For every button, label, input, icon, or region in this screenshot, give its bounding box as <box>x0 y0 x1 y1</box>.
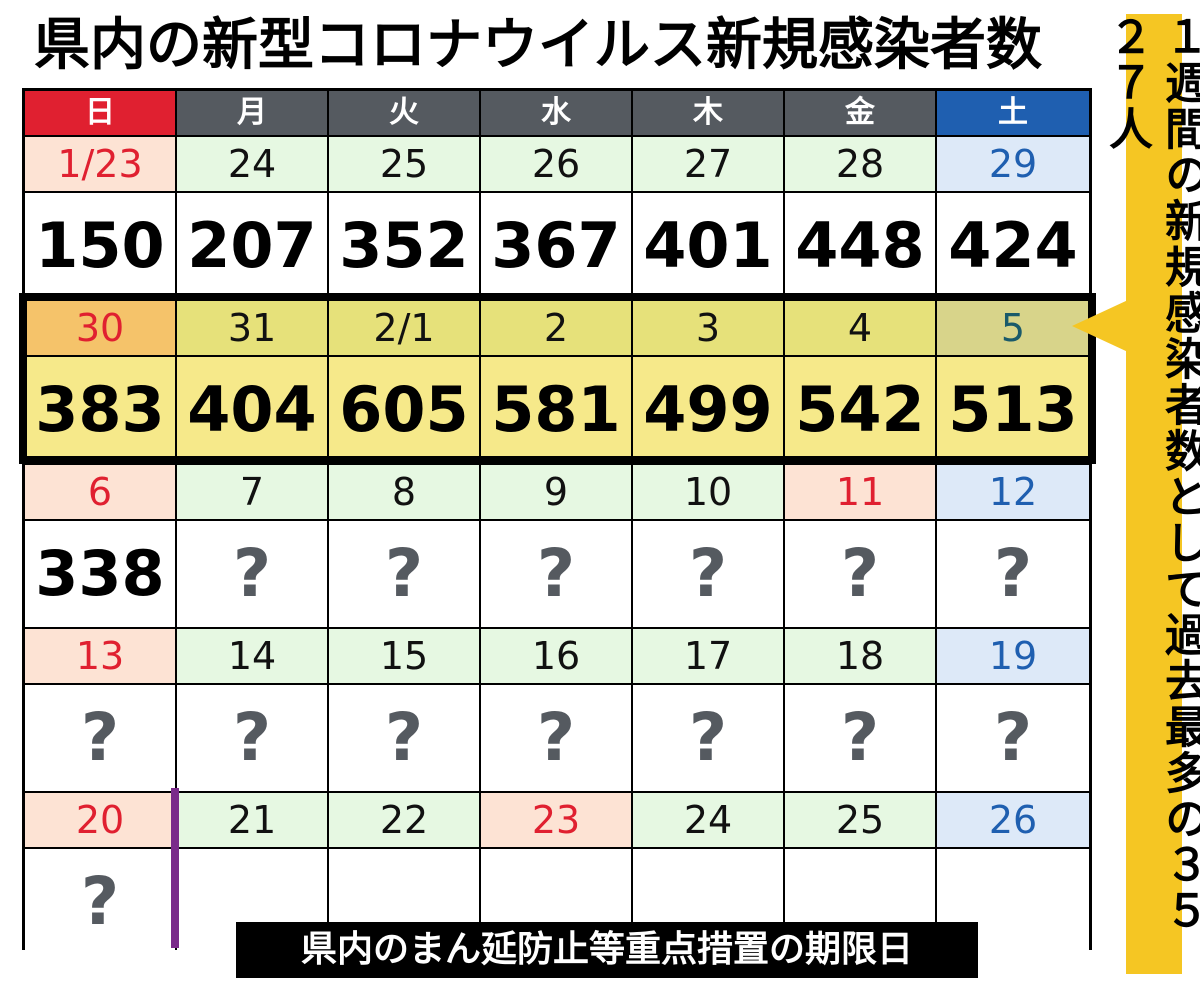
unknown-count: ? <box>785 521 935 627</box>
day-date: 17 <box>633 629 783 683</box>
day-date: 31 <box>177 301 327 355</box>
day-date: 4 <box>785 301 935 355</box>
unknown-count: ? <box>785 685 935 791</box>
weekday-header: 土 <box>937 91 1089 135</box>
unknown-count: ? <box>177 685 327 791</box>
record-week-banner: １週間の新規感染者数として過去最多の３５２７人 <box>1101 14 1200 974</box>
infection-count: 383 <box>25 357 175 463</box>
day-date: 8 <box>329 465 479 519</box>
weekday-header: 月 <box>177 91 327 135</box>
infection-count: 150 <box>25 193 175 299</box>
day-date: 2/1 <box>329 301 479 355</box>
day-date: 15 <box>329 629 479 683</box>
infection-count: 352 <box>329 193 479 299</box>
infection-count: 404 <box>177 357 327 463</box>
day-date: 23 <box>481 793 631 847</box>
record-week-highlight <box>19 293 1096 464</box>
day-date: 9 <box>481 465 631 519</box>
day-date: 11 <box>785 465 935 519</box>
day-date: 3 <box>633 301 783 355</box>
infection-count: 367 <box>481 193 631 299</box>
day-date: 27 <box>633 137 783 191</box>
infection-count: 448 <box>785 193 935 299</box>
day-date: 24 <box>177 137 327 191</box>
day-date: 22 <box>329 793 479 847</box>
weekday-header: 木 <box>633 91 783 135</box>
day-date: 29 <box>937 137 1089 191</box>
callout-pointer <box>1072 300 1128 352</box>
day-date: 14 <box>177 629 327 683</box>
unknown-count: ? <box>481 685 631 791</box>
unknown-count: ? <box>633 521 783 627</box>
unknown-count: ? <box>25 849 175 955</box>
weekday-header: 金 <box>785 91 935 135</box>
day-date: 5 <box>937 301 1089 355</box>
calendar-grid: 日月火水木金土 1/23 150 24 207 25 352 26 367 27 401 28 448 2… <box>22 88 1092 955</box>
deadline-marker-line <box>171 788 179 948</box>
day-date: 24 <box>633 793 783 847</box>
infection-count: 207 <box>177 193 327 299</box>
day-date: 20 <box>25 793 175 847</box>
day-date: 26 <box>937 793 1089 847</box>
day-date: 13 <box>25 629 175 683</box>
day-date: 18 <box>785 629 935 683</box>
unknown-count: ? <box>633 685 783 791</box>
day-date: 2 <box>481 301 631 355</box>
day-date: 19 <box>937 629 1089 683</box>
infection-count: 513 <box>937 357 1089 463</box>
infection-count: 581 <box>481 357 631 463</box>
unknown-count: ? <box>25 685 175 791</box>
unknown-count: ? <box>329 685 479 791</box>
weekday-header: 日 <box>25 91 175 135</box>
deadline-note: 県内のまん延防止等重点措置の期限日 <box>236 922 978 978</box>
day-date: 25 <box>785 793 935 847</box>
day-date: 1/23 <box>25 137 175 191</box>
page-title: 県内の新型コロナウイルス新規感染者数 <box>34 13 1042 78</box>
day-date: 12 <box>937 465 1089 519</box>
day-date: 16 <box>481 629 631 683</box>
infection-count: 499 <box>633 357 783 463</box>
day-date: 10 <box>633 465 783 519</box>
day-date: 28 <box>785 137 935 191</box>
unknown-count: ? <box>937 521 1089 627</box>
day-date: 30 <box>25 301 175 355</box>
infection-count: 338 <box>25 521 175 627</box>
unknown-count: ? <box>481 521 631 627</box>
day-date: 21 <box>177 793 327 847</box>
weekday-header: 水 <box>481 91 631 135</box>
day-date: 6 <box>25 465 175 519</box>
day-date: 25 <box>329 137 479 191</box>
day-date: 7 <box>177 465 327 519</box>
infection-count: 401 <box>633 193 783 299</box>
infection-count: 605 <box>329 357 479 463</box>
unknown-count: ? <box>177 521 327 627</box>
unknown-count: ? <box>937 685 1089 791</box>
day-date: 26 <box>481 137 631 191</box>
infection-count: 424 <box>937 193 1089 299</box>
infection-count: 542 <box>785 357 935 463</box>
weekday-header: 火 <box>329 91 479 135</box>
unknown-count: ? <box>329 521 479 627</box>
